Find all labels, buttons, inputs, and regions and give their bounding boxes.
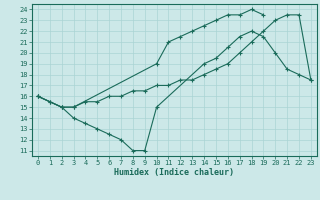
X-axis label: Humidex (Indice chaleur): Humidex (Indice chaleur) (115, 168, 234, 177)
